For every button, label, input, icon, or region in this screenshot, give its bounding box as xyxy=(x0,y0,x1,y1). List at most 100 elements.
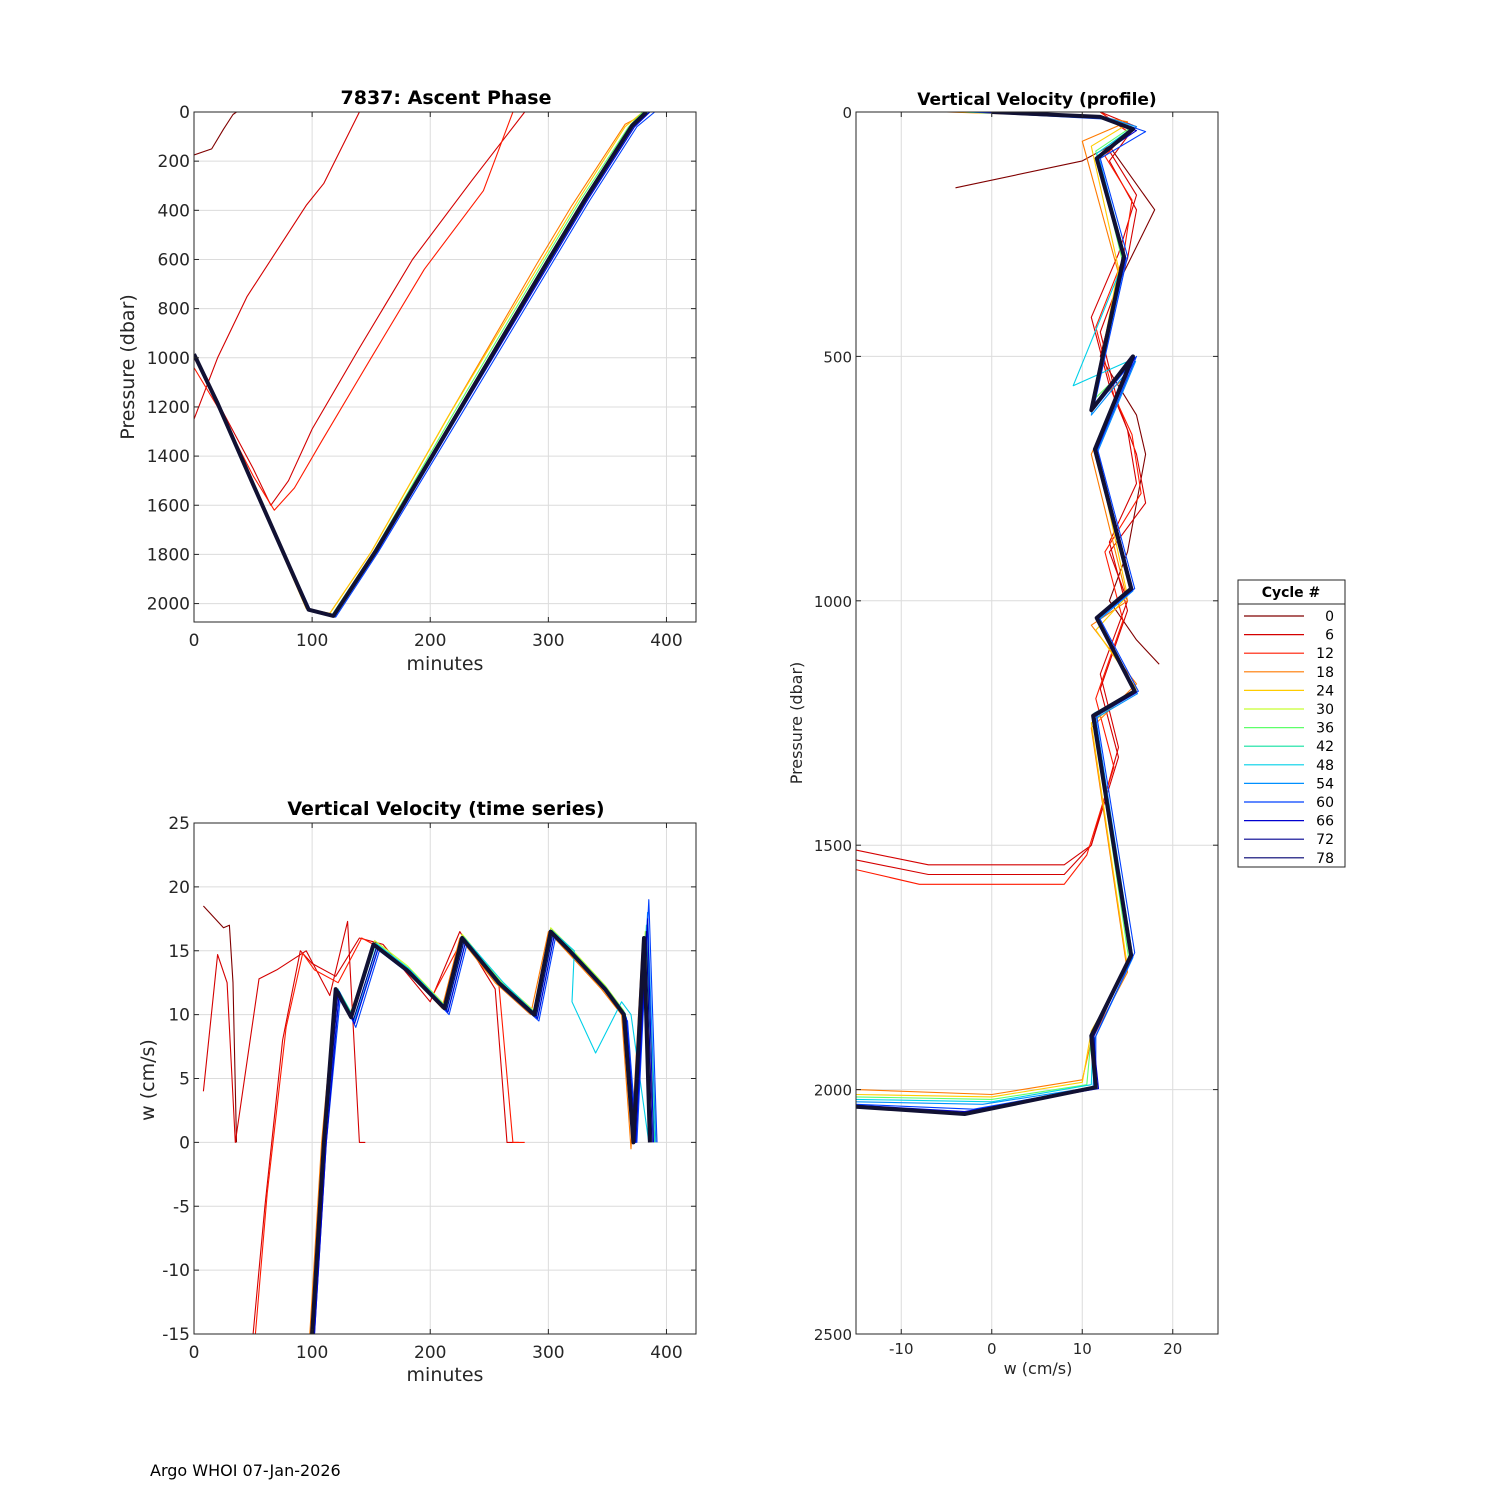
legend-label: 48 xyxy=(1316,758,1334,774)
series-line-cycle-54 xyxy=(856,112,1139,1105)
vv-time-grid xyxy=(193,822,696,1335)
legend-label: 42 xyxy=(1316,739,1334,755)
vv-profile-x-ticks: -10 0 10 20 xyxy=(889,112,1182,1358)
x-tick-label: 400 xyxy=(650,631,682,651)
y-tick-label: 500 xyxy=(823,348,852,366)
y-tick-label: 0 xyxy=(842,104,852,122)
ascent-xlabel: minutes xyxy=(407,653,484,675)
ascent-y-ticks: 0 200 400 600 800 1000 1200 1400 1600 1800 2000 xyxy=(147,103,696,615)
vv-profile-series xyxy=(856,112,1160,1116)
series-line-cycle-12 xyxy=(856,112,1142,885)
legend-label: 6 xyxy=(1325,628,1334,644)
x-tick-label: 0 xyxy=(987,1340,997,1358)
ascent-axes-frame xyxy=(193,111,697,623)
y-tick-label: 2000 xyxy=(814,1082,852,1100)
y-tick-label: 25 xyxy=(168,814,190,834)
series-line-cycle-6a xyxy=(194,112,360,420)
vv-profile-xlabel: w (cm/s) xyxy=(1004,1359,1073,1378)
x-tick-label: 20 xyxy=(1163,1340,1182,1358)
legend-label: 54 xyxy=(1316,776,1334,792)
y-tick-label: 1600 xyxy=(147,496,190,516)
vv-profile-y-ticks: 0 500 1000 1500 2000 2500 xyxy=(814,104,1218,1344)
legend-label: 60 xyxy=(1316,795,1334,811)
series-line-cycle-18 xyxy=(309,931,656,1334)
vv-profile-axes-frame xyxy=(855,111,1219,1335)
series-line-cycle-78 xyxy=(856,112,1137,1116)
y-tick-label: 1500 xyxy=(814,837,852,855)
x-tick-label: 300 xyxy=(532,1343,564,1363)
y-tick-label: -15 xyxy=(162,1325,190,1345)
y-tick-label: 1000 xyxy=(147,349,190,369)
y-tick-label: 10 xyxy=(168,1006,190,1026)
y-tick-label: 600 xyxy=(158,250,190,270)
y-tick-label: 200 xyxy=(158,152,190,172)
y-tick-label: 1200 xyxy=(147,398,190,418)
cycle-legend: Cycle # 0 6 12 18 24 30 36 42 48 54 60 66 72 78 xyxy=(1237,579,1346,868)
x-tick-label: 100 xyxy=(296,1343,328,1363)
series-line-cycle-36 xyxy=(194,112,644,616)
series-line-cycle-18 xyxy=(856,112,1138,1096)
series-line-cycle-0 xyxy=(194,112,237,156)
series-line-cycle-66 xyxy=(856,112,1138,1113)
vv-time-panel: Vertical Velocity (time series) 0 100 200 3… xyxy=(137,798,697,1386)
x-tick-label: 200 xyxy=(414,1343,446,1363)
legend-label: 0 xyxy=(1325,609,1334,625)
y-tick-label: -5 xyxy=(173,1197,190,1217)
series-line-cycle-6b xyxy=(194,112,526,506)
x-tick-label: -10 xyxy=(889,1340,914,1358)
vv-profile-ylabel: Pressure (dbar) xyxy=(787,662,806,785)
x-tick-label: 100 xyxy=(296,631,328,651)
y-tick-label: 0 xyxy=(179,103,190,123)
legend-label: 36 xyxy=(1316,721,1334,737)
y-tick-label: 1000 xyxy=(814,593,852,611)
ascent-phase-panel: 7837: Ascent Phase 0 100 200 300 400 0 200 400… xyxy=(117,87,697,675)
legend-label: 24 xyxy=(1316,683,1334,699)
vv-time-ylabel: w (cm/s) xyxy=(137,1039,159,1121)
series-line-cycle-54 xyxy=(194,112,650,617)
series-line-cycle-48 xyxy=(194,112,646,616)
legend-title: Cycle # xyxy=(1262,585,1321,601)
vv-profile-title: Vertical Velocity (profile) xyxy=(917,90,1156,110)
x-tick-label: 400 xyxy=(650,1343,682,1363)
y-tick-label: 5 xyxy=(179,1070,190,1090)
series-line-cycle-36 xyxy=(856,112,1136,1100)
ascent-series xyxy=(194,112,656,618)
legend-box xyxy=(1237,579,1346,868)
series-line-cycle-78 xyxy=(310,929,652,1334)
vv-time-y-ticks: -15 -10 -5 0 5 10 15 20 25 xyxy=(162,814,696,1345)
x-tick-label: 0 xyxy=(189,631,200,651)
legend-items: 0 6 12 18 24 30 36 42 48 54 60 66 72 78 xyxy=(1244,609,1334,867)
vv-time-series xyxy=(202,899,658,1334)
series-line-cycle-48 xyxy=(856,112,1137,1103)
series-line-cycle-72 xyxy=(856,112,1137,1114)
vv-time-x-ticks: 0 100 200 300 400 xyxy=(189,823,683,1363)
x-tick-label: 0 xyxy=(189,1343,200,1363)
legend-label: 30 xyxy=(1316,702,1334,718)
y-tick-label: 15 xyxy=(168,942,190,962)
x-tick-label: 200 xyxy=(414,631,446,651)
y-tick-label: 2000 xyxy=(147,595,190,615)
vv-profile-panel: Vertical Velocity (profile) -10 0 10 20 0 50… xyxy=(787,90,1219,1378)
y-tick-label: 0 xyxy=(179,1133,190,1153)
series-line-cycle-72 xyxy=(194,112,647,617)
series-line-cycle-12 xyxy=(254,937,525,1334)
y-tick-label: 1400 xyxy=(147,447,190,467)
ascent-grid xyxy=(193,111,696,622)
y-tick-label: 800 xyxy=(158,300,190,320)
legend-label: 72 xyxy=(1316,832,1334,848)
ascent-ylabel: Pressure (dbar) xyxy=(117,294,139,440)
y-tick-label: -10 xyxy=(162,1261,190,1281)
series-line-cycle-18 xyxy=(194,112,650,614)
footer-credit: Argo WHOI 07-Jan-2026 xyxy=(150,1461,341,1480)
series-line-cycle-24 xyxy=(194,112,644,614)
y-tick-label: 2500 xyxy=(814,1326,852,1344)
vv-profile-grid xyxy=(856,111,1218,1335)
vv-time-title: Vertical Velocity (time series) xyxy=(287,798,604,820)
y-tick-label: 400 xyxy=(158,201,190,221)
series-line-cycle-78 xyxy=(194,112,648,618)
series-line-cycle-6a xyxy=(202,920,366,1143)
x-tick-label: 10 xyxy=(1073,1340,1092,1358)
series-line-cycle-0 xyxy=(202,905,238,1143)
series-line-cycle-60 xyxy=(856,112,1147,1110)
